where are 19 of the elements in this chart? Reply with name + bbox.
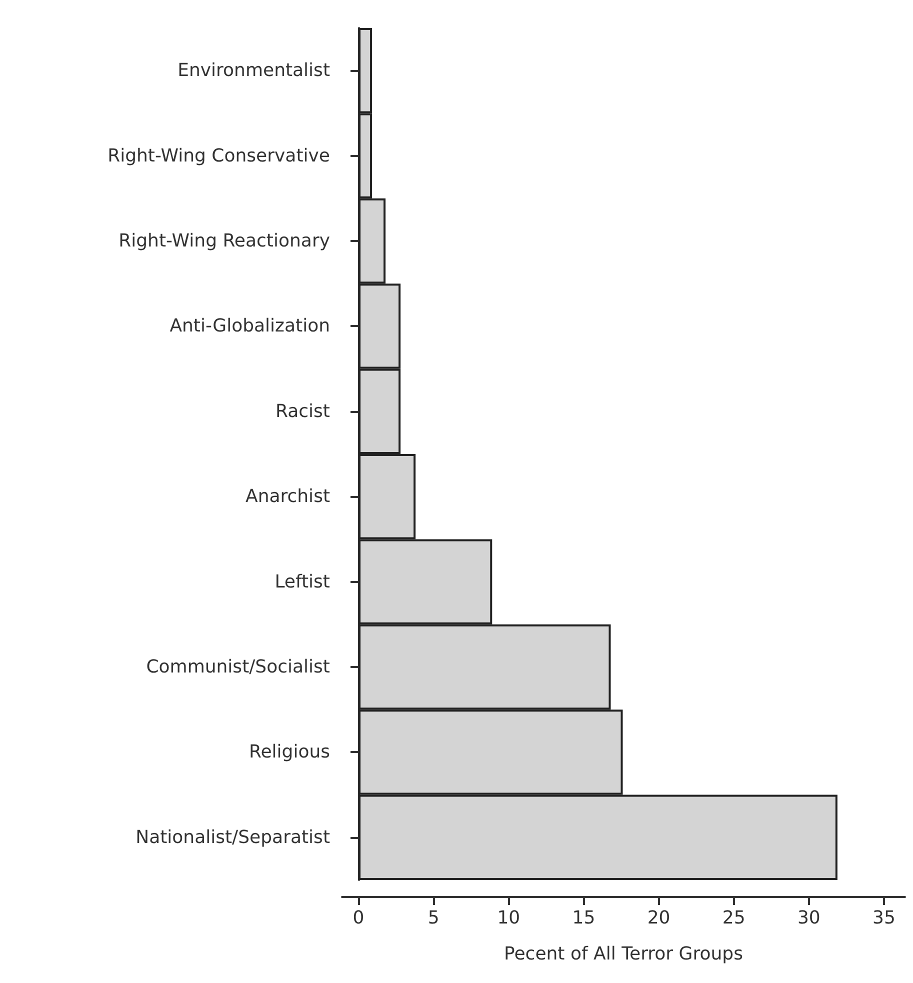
x-tick-label: 15 — [572, 908, 596, 928]
y-tick-label: Religious — [249, 742, 330, 763]
x-tick-label: 10 — [497, 908, 520, 928]
y-tick-label: Right-Wing Conservative — [108, 145, 330, 166]
x-tick-label: 0 — [352, 908, 364, 928]
y-tick-label: Right-Wing Reactionary — [118, 230, 330, 252]
y-tick-label: Nationalist/Separatist — [136, 826, 330, 848]
x-axis-title: Pecent of All Terror Groups — [504, 944, 743, 964]
y-tick-label: Racist — [276, 400, 330, 422]
y-tick-label: Leftist — [274, 571, 330, 592]
y-tick-label: Environmentalist — [178, 60, 330, 82]
x-tick-label: 20 — [647, 908, 670, 928]
x-tick-label: 5 — [428, 908, 440, 928]
y-tick-label: Communist/Socialist — [146, 656, 330, 678]
x-tick-label: 25 — [722, 908, 746, 928]
x-tick-label: 35 — [872, 908, 896, 928]
x-tick-label: 30 — [797, 908, 820, 928]
y-tick-label: Anti-Globalization — [170, 316, 330, 337]
y-tick-label: Anarchist — [246, 486, 330, 508]
